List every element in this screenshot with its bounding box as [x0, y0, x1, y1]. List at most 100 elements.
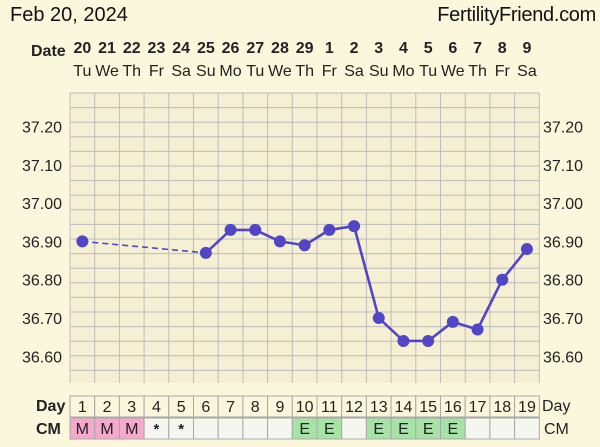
- date-label: 29: [296, 40, 314, 57]
- date-label: 5: [424, 40, 433, 57]
- weekday-label: Su: [369, 63, 389, 80]
- cm-label: E: [423, 421, 434, 438]
- cycle-day-label: 5: [177, 399, 186, 416]
- y-tick-label-right: 36.80: [543, 273, 583, 290]
- cycle-day-label: 6: [201, 399, 210, 416]
- cycle-day-label: 9: [275, 399, 284, 416]
- cycle-day-label: 12: [345, 399, 363, 416]
- weekday-label: Sa: [171, 63, 191, 80]
- series-segment: [501, 248, 528, 281]
- cycle-day-label: 10: [296, 399, 314, 416]
- cm-row-label-right: CM: [544, 421, 569, 438]
- temperature-point[interactable]: [372, 312, 385, 324]
- cm-row-label: CM: [36, 421, 61, 438]
- cm-cell[interactable]: [193, 417, 219, 440]
- date-label: 8: [498, 40, 507, 57]
- weekday-label: Mo: [392, 63, 414, 80]
- cm-label: M: [100, 421, 113, 438]
- chart-date: Feb 20, 2024: [10, 4, 128, 26]
- y-tick-label-right: 37.20: [543, 120, 583, 137]
- temperature-point[interactable]: [298, 239, 311, 252]
- date-label: 25: [197, 40, 215, 57]
- weekday-label: We: [95, 63, 119, 80]
- cm-label: *: [154, 421, 160, 438]
- weekday-label: Tu: [73, 63, 91, 80]
- cm-label: E: [448, 421, 459, 438]
- temperature-point[interactable]: [224, 223, 237, 236]
- weekday-label: Fr: [149, 63, 165, 80]
- cycle-day-label: 4: [152, 399, 161, 416]
- cm-cell[interactable]: [341, 417, 367, 440]
- y-tick-label-right: 37.10: [543, 158, 583, 175]
- date-label: 22: [123, 40, 141, 57]
- weekday-label: We: [441, 63, 465, 80]
- cm-label: E: [398, 421, 409, 438]
- cm-label: M: [125, 421, 138, 438]
- cm-label: *: [178, 421, 184, 438]
- cycle-day-label: 13: [370, 399, 388, 416]
- date-label: 24: [172, 40, 190, 57]
- cm-cell[interactable]: [242, 417, 269, 440]
- temperature-point[interactable]: [446, 315, 459, 328]
- series-segment: [352, 225, 381, 319]
- cm-cell[interactable]: [514, 417, 540, 440]
- series-segment-dashed: [82, 240, 206, 254]
- date-label: 26: [222, 40, 240, 57]
- temperature-point[interactable]: [422, 334, 435, 347]
- weekday-label: Tu: [246, 63, 264, 80]
- cm-label: E: [299, 421, 310, 438]
- day-row-label-right: Day: [542, 398, 570, 415]
- cm-label: E: [324, 421, 335, 438]
- cm-cell[interactable]: [489, 417, 516, 440]
- cycle-day-label: 1: [78, 399, 87, 416]
- date-label: 4: [399, 40, 408, 57]
- cm-cell[interactable]: [464, 417, 491, 440]
- cycle-day-label: 16: [444, 399, 462, 416]
- weekday-label: Tu: [419, 63, 437, 80]
- y-tick-label-right: 36.90: [543, 234, 583, 251]
- cycle-day-label: 14: [395, 399, 413, 416]
- temperature-point[interactable]: [471, 323, 484, 336]
- date-label: 23: [148, 40, 166, 57]
- weekday-label: Fr: [495, 63, 511, 80]
- temperature-point[interactable]: [397, 334, 410, 347]
- y-tick-label-right: 36.60: [543, 349, 583, 366]
- cycle-day-label: 17: [469, 399, 487, 416]
- date-label: 2: [350, 40, 359, 57]
- weekday-label: Fr: [322, 63, 338, 80]
- cm-label: M: [76, 421, 89, 438]
- date-label: 21: [98, 40, 116, 57]
- temperature-point[interactable]: [76, 235, 89, 248]
- y-tick-label-left: 37.10: [22, 158, 62, 175]
- temperature-point[interactable]: [249, 223, 262, 236]
- temperature-point[interactable]: [348, 220, 361, 233]
- weekday-label: Th: [468, 63, 487, 80]
- cycle-day-label: 7: [226, 399, 235, 416]
- y-tick-label-left: 37.00: [22, 196, 62, 213]
- temperature-point[interactable]: [323, 223, 336, 236]
- cycle-day-label: 11: [321, 399, 338, 416]
- y-tick-label-right: 36.70: [543, 311, 583, 328]
- temperature-point[interactable]: [496, 273, 509, 286]
- weekday-label: Su: [196, 63, 216, 80]
- brand-logo[interactable]: FertilityFriend.com: [437, 4, 596, 26]
- y-tick-label-right: 37.00: [543, 196, 583, 213]
- date-label: 9: [522, 40, 531, 57]
- y-tick-label-left: 36.80: [22, 273, 62, 290]
- weekday-label: Th: [295, 63, 314, 80]
- date-label: 20: [73, 40, 91, 57]
- temperature-point[interactable]: [273, 235, 286, 248]
- cycle-day-label: 8: [251, 399, 260, 416]
- y-tick-label-left: 36.70: [22, 311, 62, 328]
- cm-cell[interactable]: [217, 417, 244, 440]
- cycle-day-label: 3: [127, 399, 136, 416]
- weekday-label: Mo: [219, 63, 241, 80]
- temperature-point[interactable]: [199, 246, 212, 259]
- weekday-label: Sa: [517, 63, 537, 80]
- cm-cell[interactable]: [267, 417, 293, 440]
- date-label: 3: [374, 40, 383, 57]
- temperature-point[interactable]: [520, 243, 533, 256]
- cycle-day-label: 18: [493, 399, 511, 416]
- weekday-label: Th: [122, 63, 141, 80]
